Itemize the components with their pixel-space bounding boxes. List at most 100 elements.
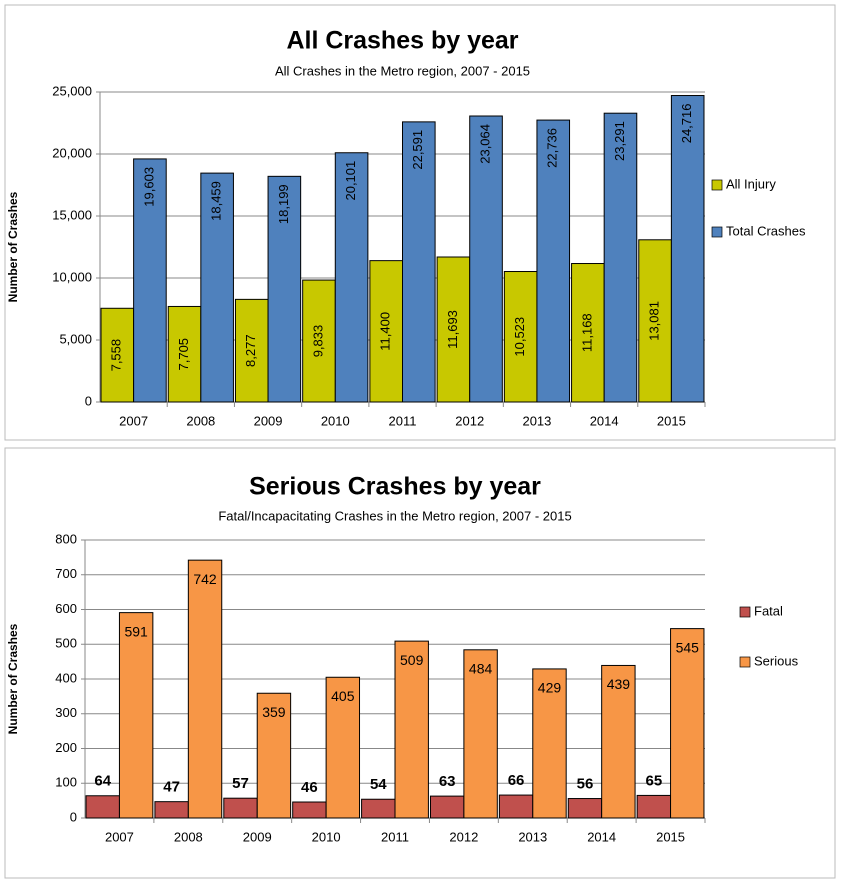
x-tick-label: 2013 bbox=[518, 829, 547, 844]
data-label: 11,400 bbox=[378, 312, 393, 351]
bar bbox=[429, 795, 465, 819]
data-label: 10,523 bbox=[512, 317, 527, 357]
data-label: 359 bbox=[262, 704, 286, 720]
data-label: 18,459 bbox=[209, 181, 224, 221]
data-label: 47 bbox=[163, 779, 180, 796]
bar bbox=[532, 668, 567, 819]
data-label: 11,168 bbox=[579, 313, 594, 352]
bar bbox=[436, 256, 471, 403]
y-tick-label: 10,000 bbox=[52, 269, 92, 284]
bar bbox=[100, 307, 135, 403]
y-tick-label: 300 bbox=[55, 705, 77, 720]
bar bbox=[267, 175, 302, 403]
x-tick-label: 2009 bbox=[243, 829, 272, 844]
bar bbox=[601, 664, 636, 819]
bar bbox=[369, 260, 403, 403]
data-label: 7,558 bbox=[109, 339, 124, 372]
x-tick-label: 2012 bbox=[449, 829, 478, 844]
legend-label: Total Crashes bbox=[726, 223, 806, 238]
chart-title: Serious Crashes by year bbox=[249, 473, 541, 501]
bar bbox=[567, 798, 603, 819]
data-label: 63 bbox=[439, 773, 456, 790]
y-tick-label: 800 bbox=[55, 531, 77, 546]
y-tick-label: 0 bbox=[85, 393, 92, 408]
bar bbox=[118, 612, 154, 819]
data-label: 46 bbox=[301, 779, 318, 796]
data-label: 509 bbox=[400, 652, 424, 668]
x-tick-label: 2009 bbox=[254, 413, 283, 428]
bar bbox=[536, 119, 571, 403]
bar bbox=[670, 95, 705, 403]
data-label: 11,693 bbox=[445, 310, 460, 349]
data-label: 429 bbox=[538, 680, 562, 696]
data-label: 742 bbox=[193, 571, 217, 587]
data-label: 19,603 bbox=[141, 167, 156, 207]
bar bbox=[187, 559, 223, 819]
bar bbox=[603, 112, 638, 403]
data-label: 22,591 bbox=[410, 130, 425, 170]
bar bbox=[154, 801, 189, 819]
y-tick-label: 5,000 bbox=[59, 331, 92, 346]
data-label: 54 bbox=[370, 776, 387, 793]
bar bbox=[292, 801, 327, 819]
bar bbox=[325, 676, 361, 819]
x-tick-label: 2010 bbox=[321, 413, 350, 428]
x-tick-label: 2014 bbox=[587, 829, 616, 844]
x-tick-label: 2012 bbox=[455, 413, 484, 428]
data-label: 20,101 bbox=[343, 161, 358, 201]
x-tick-label: 2007 bbox=[105, 829, 134, 844]
x-tick-label: 2013 bbox=[522, 413, 551, 428]
data-label: 18,199 bbox=[276, 184, 291, 224]
bar bbox=[85, 795, 120, 819]
data-label: 22,736 bbox=[545, 128, 560, 168]
data-label: 8,277 bbox=[243, 334, 258, 367]
x-tick-label: 2014 bbox=[590, 413, 619, 428]
data-label: 7,705 bbox=[176, 338, 191, 371]
legend-label: Fatal bbox=[754, 603, 783, 618]
data-label: 13,081 bbox=[647, 301, 662, 341]
chart-title: All Crashes by year bbox=[286, 27, 518, 55]
y-tick-label: 25,000 bbox=[52, 83, 92, 98]
x-tick-label: 2007 bbox=[119, 413, 148, 428]
bar bbox=[256, 692, 292, 819]
data-label: 23,291 bbox=[612, 121, 627, 161]
y-tick-label: 0 bbox=[70, 809, 77, 824]
bar bbox=[361, 798, 396, 819]
data-label: 57 bbox=[232, 775, 249, 792]
data-label: 439 bbox=[607, 676, 631, 692]
bar bbox=[503, 271, 538, 403]
y-tick-label: 600 bbox=[55, 601, 77, 616]
chart-subtitle: Fatal/Incapacitating Crashes in the Metr… bbox=[218, 508, 571, 523]
y-tick-label: 15,000 bbox=[52, 207, 92, 222]
bar bbox=[498, 794, 534, 819]
bar bbox=[394, 640, 429, 819]
bar bbox=[334, 152, 369, 403]
bar bbox=[636, 794, 672, 819]
bar bbox=[223, 797, 258, 819]
x-tick-label: 2011 bbox=[389, 413, 417, 428]
data-label: 24,716 bbox=[679, 104, 694, 144]
data-label: 405 bbox=[331, 688, 355, 704]
x-tick-label: 2015 bbox=[657, 413, 686, 428]
bar bbox=[133, 158, 167, 403]
y-tick-label: 200 bbox=[55, 740, 77, 755]
y-tick-label: 700 bbox=[55, 566, 77, 581]
legend-swatch bbox=[711, 179, 723, 191]
legend-label: Serious bbox=[754, 653, 799, 668]
bar bbox=[167, 305, 202, 403]
data-label: 591 bbox=[124, 623, 148, 639]
data-label: 9,833 bbox=[310, 325, 325, 358]
chart-subtitle: All Crashes in the Metro region, 2007 - … bbox=[275, 63, 530, 78]
bar bbox=[402, 121, 436, 403]
x-tick-label: 2010 bbox=[312, 829, 341, 844]
bar bbox=[463, 649, 498, 819]
legend-swatch bbox=[739, 606, 751, 618]
x-tick-label: 2011 bbox=[381, 829, 409, 844]
legend-swatch bbox=[711, 226, 723, 238]
x-tick-label: 2008 bbox=[174, 829, 203, 844]
y-tick-label: 100 bbox=[55, 775, 77, 790]
data-label: 64 bbox=[94, 773, 111, 790]
y-tick-label: 20,000 bbox=[52, 145, 92, 160]
y-tick-label: 500 bbox=[55, 636, 77, 651]
